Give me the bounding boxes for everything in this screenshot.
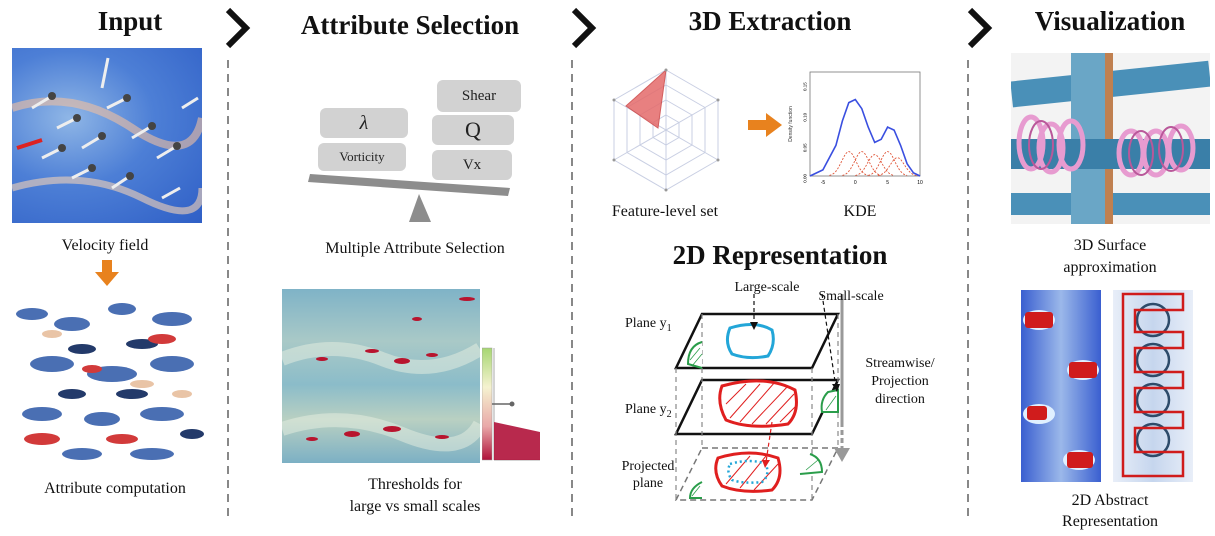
chevron-right-icon bbox=[225, 7, 251, 49]
section-title-2d-representation: 2D Representation bbox=[672, 240, 888, 270]
projection-direction-label: Streamwise/ Projection direction bbox=[865, 356, 935, 407]
kde-component-4 bbox=[877, 157, 917, 177]
chevron-right-icon bbox=[967, 7, 993, 49]
kde-ytick-label: 0.00 bbox=[803, 174, 808, 183]
small-scale-label: Small-scale bbox=[818, 289, 884, 304]
3d-surface-caption-line1: 3D Surface bbox=[1073, 237, 1147, 254]
threshold-caption-line1: Thresholds for bbox=[368, 476, 462, 493]
kde-ytick-label: 0.05 bbox=[803, 143, 808, 152]
kde-xtick-label: -5 bbox=[821, 180, 826, 186]
kde-frame bbox=[809, 71, 921, 177]
right-arrow-icon bbox=[748, 113, 782, 137]
kde-line-series bbox=[809, 98, 921, 177]
velocity-field-caption: Velocity field bbox=[61, 237, 149, 254]
velocity-field-image bbox=[12, 48, 202, 223]
attribute-q: Q bbox=[432, 115, 514, 145]
kde-ytick-label: 0.10 bbox=[803, 112, 808, 121]
large-scale-label: Large-scale bbox=[734, 280, 800, 295]
3d-surface-caption-line2: approximation bbox=[1063, 259, 1157, 276]
attribute-computation-image bbox=[12, 294, 210, 466]
threshold-transfer-function bbox=[482, 347, 540, 461]
threshold-caption-line2: large vs small scales bbox=[349, 498, 481, 515]
attribute-shear: Shear bbox=[437, 80, 521, 112]
kde-ytick-label: 0.15 bbox=[803, 82, 808, 91]
3d-surface-image bbox=[1011, 53, 1210, 224]
plane-diagram bbox=[674, 293, 850, 501]
2d-abstract-image-right bbox=[1113, 290, 1193, 482]
radar-chart bbox=[612, 68, 720, 192]
section-title-visualization: Visualization bbox=[1034, 6, 1186, 36]
plane-y2-label: Plane y2 bbox=[625, 402, 672, 420]
chevron-right-icon bbox=[571, 7, 597, 49]
plane-y1-label: Plane y1 bbox=[625, 316, 672, 334]
kde-chart: Density function 0.00 0.05 0.10 0.15 -5 0 5 10 bbox=[788, 71, 923, 186]
2d-abstract-image-left bbox=[1021, 290, 1101, 482]
section-title-3d-extraction: 3D Extraction bbox=[688, 6, 852, 36]
kde-xtick-label: 5 bbox=[886, 180, 889, 186]
section-title-attribute-selection: Attribute Selection bbox=[300, 10, 520, 40]
kde-component-0 bbox=[829, 151, 869, 176]
balance-scale bbox=[308, 174, 510, 222]
kde-component-2 bbox=[855, 154, 895, 176]
kde-component-3 bbox=[868, 151, 908, 176]
down-arrow-icon bbox=[95, 260, 119, 286]
threshold-image bbox=[282, 289, 480, 463]
attribute-vx: Vx bbox=[432, 150, 512, 180]
attribute-vorticity: Vorticity bbox=[318, 143, 406, 171]
attribute-computation-caption: Attribute computation bbox=[44, 480, 186, 497]
kde-xtick-label: 10 bbox=[917, 180, 923, 186]
multiple-attribute-caption: Multiple Attribute Selection bbox=[325, 240, 505, 257]
feature-level-set-caption: Feature-level set bbox=[611, 203, 719, 220]
kde-xtick-label: 0 bbox=[854, 180, 857, 186]
section-title-input: Input bbox=[97, 6, 163, 36]
kde-component-1 bbox=[842, 151, 882, 176]
attribute-lambda: λ bbox=[320, 108, 408, 138]
2d-abstract-caption-line2: Representation bbox=[1062, 513, 1158, 530]
projected-plane-label: Projected plane bbox=[621, 459, 675, 491]
kde-ylabel: Density function bbox=[788, 106, 794, 142]
kde-caption: KDE bbox=[843, 203, 877, 220]
2d-abstract-caption-line1: 2D Abstract bbox=[1071, 492, 1149, 509]
